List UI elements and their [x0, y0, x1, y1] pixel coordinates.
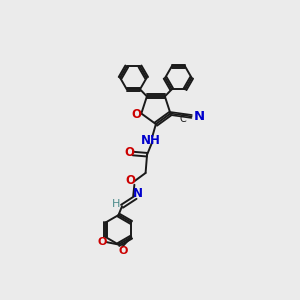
Text: O: O: [126, 174, 136, 187]
Text: O: O: [97, 237, 106, 247]
Text: NH: NH: [141, 134, 161, 147]
Text: C: C: [179, 113, 186, 124]
Text: N: N: [133, 187, 143, 200]
Text: H: H: [112, 199, 120, 209]
Text: O: O: [124, 146, 134, 159]
Text: O: O: [132, 108, 142, 121]
Text: N: N: [194, 110, 205, 123]
Text: O: O: [119, 246, 128, 256]
